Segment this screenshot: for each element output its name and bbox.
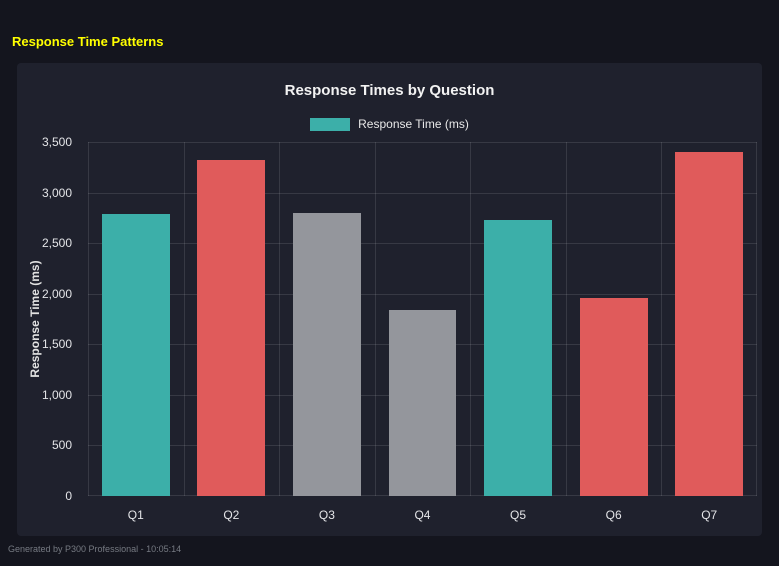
v-gridline <box>279 142 281 496</box>
v-gridline <box>470 142 472 496</box>
x-axis-ticks: Q1 Q2 Q3 Q4 Q5 Q6 Q7 <box>88 508 757 524</box>
y-tick-label: 0 <box>65 489 72 503</box>
v-gridline <box>88 142 89 496</box>
h-gridline <box>88 243 757 245</box>
bar-column <box>88 142 184 496</box>
x-tick-label: Q3 <box>318 508 335 522</box>
chart-title: Response Times by Question <box>284 82 495 99</box>
legend-label: Response Time (ms) <box>358 117 469 131</box>
h-gridline <box>88 192 757 194</box>
v-gridline <box>183 142 185 496</box>
y-tick-label: 3,000 <box>41 185 72 200</box>
x-tick-label: Q4 <box>414 508 431 522</box>
x-tick-label: Q7 <box>701 508 718 522</box>
footer-note: Generated by P300 Professional - 10:05:1… <box>8 544 182 554</box>
v-gridline <box>374 142 376 496</box>
bar-q5[interactable] <box>484 219 552 496</box>
y-tick-label: 500 <box>51 438 72 453</box>
v-gridline <box>661 142 663 496</box>
x-tick-label: Q6 <box>605 508 622 522</box>
bar-q1[interactable] <box>101 213 170 496</box>
x-tick-label: Q1 <box>127 508 144 522</box>
page-title: Response Time Patterns <box>12 34 164 49</box>
h-gridline <box>88 142 757 143</box>
y-tick-label: 1,500 <box>41 337 72 352</box>
v-gridline <box>565 142 567 496</box>
y-axis-ticks: 0 500 1,000 1,500 2,000 2,500 3,000 3,500 <box>17 135 80 503</box>
plot-area <box>88 142 757 496</box>
bar-column <box>184 142 280 496</box>
x-tick-label: Q5 <box>510 508 527 522</box>
v-gridline <box>756 142 757 496</box>
bar-q7[interactable] <box>675 152 744 496</box>
bar-q3[interactable] <box>293 212 361 496</box>
y-tick-label: 2,500 <box>41 236 72 251</box>
y-tick-label: 1,000 <box>41 387 72 402</box>
chart-panel: Response Times by Question Response Time… <box>17 63 762 536</box>
chart-legend[interactable]: Response Time (ms) <box>17 117 762 131</box>
h-gridline <box>88 293 757 295</box>
legend-swatch <box>310 117 351 131</box>
bar-q2[interactable] <box>197 160 266 496</box>
bar-column <box>279 142 375 496</box>
bar-q4[interactable] <box>388 309 457 496</box>
x-tick-label: Q2 <box>223 508 240 522</box>
bar-column <box>661 142 757 496</box>
bar-column <box>566 142 662 496</box>
bar-column <box>375 142 471 496</box>
bar-q6[interactable] <box>579 297 648 496</box>
y-tick-label: 3,500 <box>41 135 72 149</box>
y-tick-label: 2,000 <box>41 286 72 301</box>
bar-column <box>470 142 566 496</box>
